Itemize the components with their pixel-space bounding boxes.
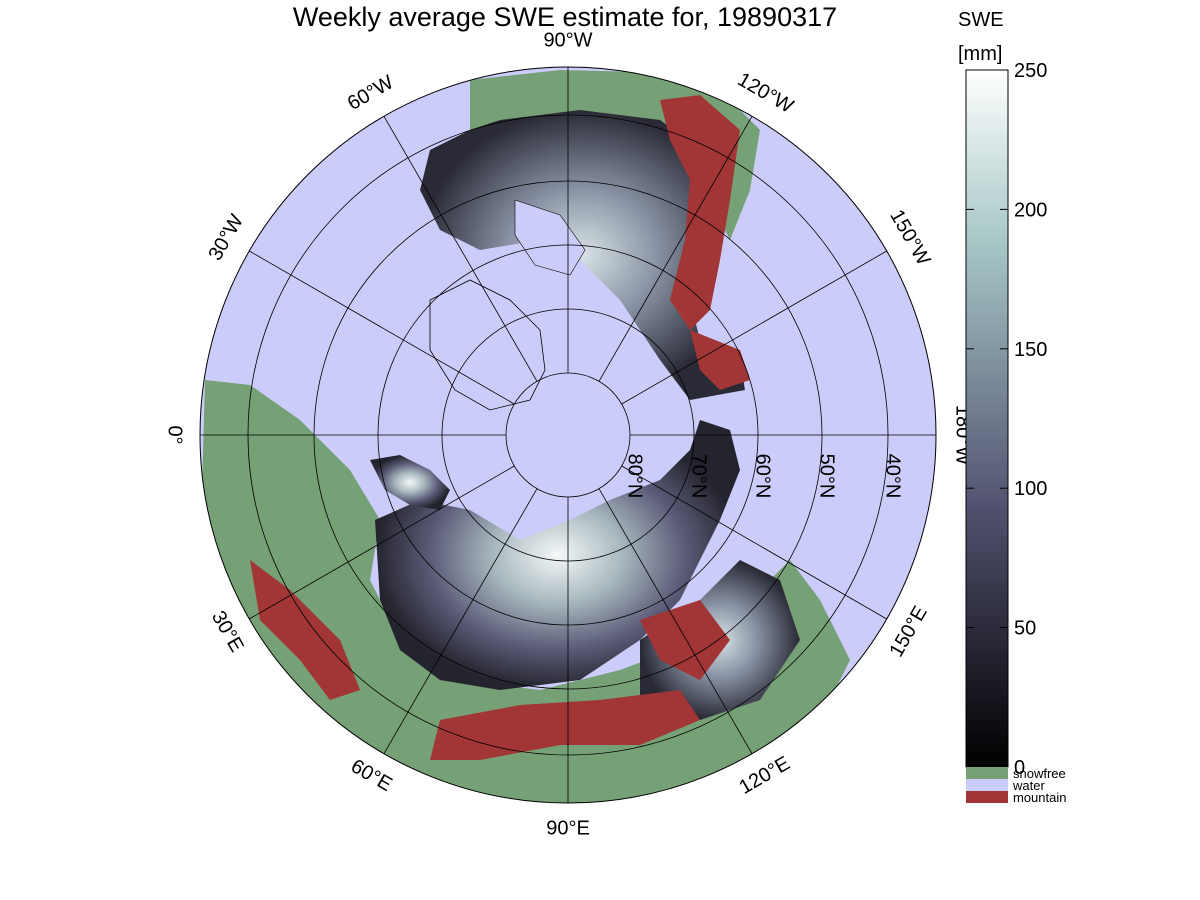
colorbar-tick-label: 200 bbox=[1014, 199, 1047, 221]
category-label-water: water bbox=[1012, 778, 1045, 793]
longitude-label: 30°W bbox=[204, 211, 248, 265]
colorbar-tick-label: 0 bbox=[1014, 757, 1025, 779]
category-swatch-water bbox=[966, 779, 1008, 791]
colorbar: SWE [mm] 0 50 100 150 200 250 snowfreewatermo… bbox=[958, 9, 1066, 805]
map-boundary bbox=[199, 66, 937, 804]
longitude-label: 150°E bbox=[885, 602, 931, 660]
longitude-label: 30°E bbox=[207, 607, 248, 656]
meridian-line bbox=[383, 488, 538, 754]
longitude-label: 120°E bbox=[735, 752, 793, 798]
longitude-label: 150°W bbox=[885, 206, 934, 269]
scandinavia-snow-region bbox=[370, 455, 450, 510]
colorbar-tick-label: 100 bbox=[1014, 478, 1047, 500]
longitude-label: 0° bbox=[164, 425, 186, 444]
meridian-line bbox=[249, 250, 515, 405]
siberia-mountain-region bbox=[640, 600, 730, 680]
longitude-label: 90°W bbox=[543, 29, 592, 51]
category-swatch-mountain bbox=[966, 791, 1008, 803]
latitude-labels: 80°N 70°N 60°N 50°N 40°N bbox=[624, 454, 904, 499]
hudson-bay-region bbox=[514, 199, 586, 276]
meridian-line bbox=[621, 465, 887, 620]
greenland-region bbox=[429, 279, 546, 411]
latitude-label: 70°N bbox=[688, 454, 710, 499]
land-layer bbox=[200, 70, 850, 803]
latitude-label: 60°N bbox=[752, 454, 774, 499]
longitude-label: 60°E bbox=[347, 755, 396, 796]
colorbar-title-line2: [mm] bbox=[958, 43, 1002, 65]
latitude-label: 40°N bbox=[882, 454, 904, 499]
map-title: Weekly average SWE estimate for, 1989031… bbox=[292, 2, 838, 32]
north-america-snow-region bbox=[420, 110, 745, 400]
central-asia-mountain-region bbox=[430, 690, 700, 760]
alaska-mountain-region bbox=[690, 330, 750, 390]
colorbar-gradient bbox=[965, 69, 1009, 768]
colorbar-tick-label: 50 bbox=[1014, 618, 1036, 640]
category-label-mountain: mountain bbox=[1013, 790, 1066, 805]
colorbar-title-line1: SWE bbox=[958, 9, 1004, 31]
meridian-line bbox=[383, 116, 538, 382]
graticule bbox=[200, 67, 936, 803]
category-swatch-snowfree bbox=[966, 767, 1008, 779]
longitude-label: 120°W bbox=[734, 69, 797, 118]
colorbar-tick-label: 250 bbox=[1014, 60, 1047, 82]
latitude-label: 80°N bbox=[624, 454, 646, 499]
longitude-label: 60°W bbox=[344, 71, 398, 115]
longitude-label: 90°E bbox=[546, 817, 590, 839]
europe-mountain-region bbox=[250, 560, 360, 700]
meridian-line bbox=[598, 116, 753, 382]
meridian-line bbox=[249, 465, 515, 620]
meridian-line bbox=[598, 488, 753, 754]
colorbar-tick-label: 150 bbox=[1014, 339, 1047, 361]
meridian-line bbox=[621, 250, 887, 405]
latitude-label: 50°N bbox=[816, 454, 838, 499]
category-label-snowfree: snowfree bbox=[1013, 766, 1066, 781]
